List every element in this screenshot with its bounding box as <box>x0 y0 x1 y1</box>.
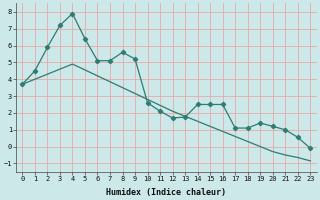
X-axis label: Humidex (Indice chaleur): Humidex (Indice chaleur) <box>106 188 226 197</box>
